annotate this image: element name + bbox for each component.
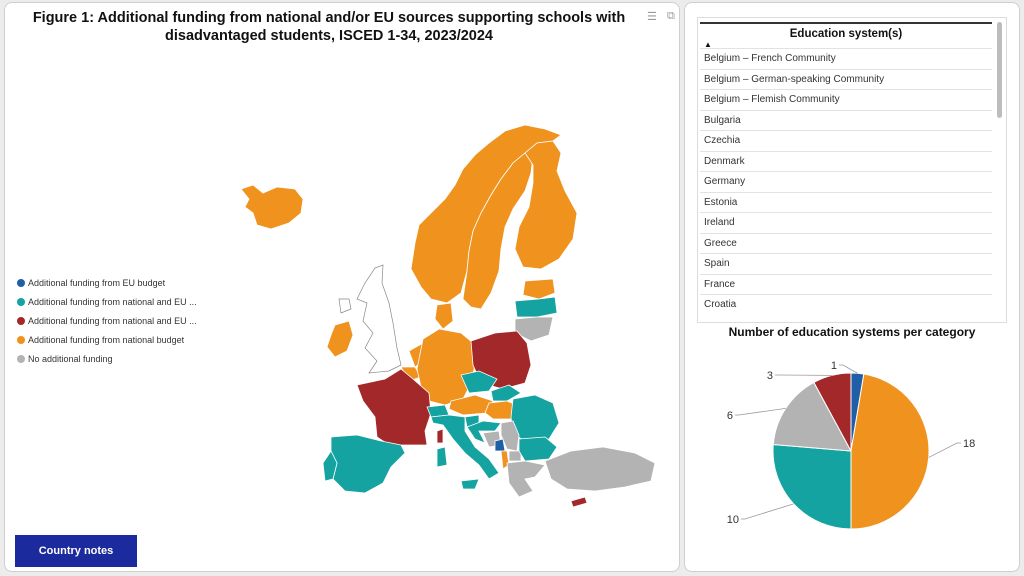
table-row[interactable]: Bulgaria <box>700 109 992 131</box>
map-slovakia[interactable] <box>490 384 522 402</box>
table-row[interactable]: Croatia <box>700 294 992 315</box>
pie-data-label: 3 <box>767 370 773 382</box>
legend-label: No additional funding <box>28 353 113 364</box>
map-turkey[interactable] <box>544 446 656 492</box>
table-header[interactable]: ▲ Education system(s) <box>700 22 992 49</box>
country-notes-button[interactable]: Country notes <box>15 535 137 567</box>
legend-swatch <box>17 297 25 306</box>
map-spain[interactable] <box>330 434 406 494</box>
map-legend: Additional funding from EU budget Additi… <box>17 273 197 368</box>
table-body: Belgium – French Community Belgium – Germ… <box>698 48 1006 315</box>
map-panel: Figure 1: Additional funding from nation… <box>4 2 680 572</box>
map-france[interactable] <box>356 368 432 446</box>
table-row[interactable]: Belgium – French Community <box>700 48 992 69</box>
education-systems-table[interactable]: ▲ Education system(s) Belgium – French C… <box>697 17 1007 323</box>
legend-item-national-budget[interactable]: Additional funding from national budget <box>17 330 197 349</box>
map-montenegro[interactable] <box>494 438 506 452</box>
sort-ascending-icon[interactable]: ▲ <box>704 40 712 49</box>
map-italy[interactable] <box>430 414 500 480</box>
table-row[interactable]: Estonia <box>700 191 992 213</box>
legend-item-national-eu-b[interactable]: Additional funding from national and EU … <box>17 311 197 330</box>
pie-data-label: 18 <box>963 438 975 450</box>
table-row[interactable]: Greece <box>700 232 992 254</box>
map-iceland[interactable] <box>240 184 304 230</box>
pie-leader-line <box>741 503 794 520</box>
legend-swatch <box>17 278 25 287</box>
map-sardinia[interactable] <box>436 446 448 468</box>
map-north-macedonia[interactable] <box>508 450 522 462</box>
pie-leader-line <box>735 407 786 416</box>
map-estonia[interactable] <box>522 278 556 300</box>
map-uk-outline-2 <box>338 298 352 314</box>
map-germany[interactable] <box>416 328 476 406</box>
table-row[interactable]: Ireland <box>700 212 992 233</box>
legend-item-eu-budget[interactable]: Additional funding from EU budget <box>17 273 197 292</box>
pie-slice[interactable] <box>772 381 852 452</box>
pie-data-label: 6 <box>727 410 733 422</box>
legend-swatch <box>17 335 25 344</box>
pie-data-label: 10 <box>727 514 739 526</box>
pie-slice[interactable] <box>850 373 930 530</box>
legend-label: Additional funding from national and EU … <box>28 315 197 326</box>
table-header-label: Education system(s) <box>789 28 903 40</box>
legend-item-no-funding[interactable]: No additional funding <box>17 349 197 368</box>
table-row[interactable]: Spain <box>700 253 992 274</box>
pie-chart: 1 18 10 6 3 <box>727 360 975 530</box>
map-ireland[interactable] <box>326 320 354 358</box>
legend-item-national-eu-a[interactable]: Additional funding from national and EU … <box>17 292 197 311</box>
legend-label: Additional funding from national and EU … <box>28 296 197 307</box>
map-denmark[interactable] <box>434 302 454 330</box>
side-panel: ▲ Education system(s) Belgium – French C… <box>684 2 1020 572</box>
map-uk-outline <box>356 264 402 374</box>
legend-label: Additional funding from national budget <box>28 334 185 345</box>
map-sicily[interactable] <box>460 478 480 490</box>
table-row[interactable]: Germany <box>700 171 992 192</box>
pie-leader-line <box>928 442 961 458</box>
filter-icon[interactable]: ☰ <box>647 11 657 23</box>
legend-swatch <box>17 354 25 363</box>
map-czechia[interactable] <box>460 370 498 394</box>
table-row[interactable]: Czechia <box>700 130 992 151</box>
figure-title: Figure 1: Additional funding from nation… <box>32 10 626 44</box>
map-sweden[interactable] <box>462 152 534 310</box>
map-croatia[interactable] <box>466 420 502 444</box>
map-cyprus[interactable] <box>570 496 588 508</box>
table-row[interactable]: France <box>700 273 992 295</box>
pie-title: Number of education systems per category <box>728 325 976 339</box>
expand-icon[interactable]: ⧉ <box>667 10 675 22</box>
legend-label: Additional funding from EU budget <box>28 277 166 288</box>
table-row[interactable]: Belgium – German-speaking Community <box>700 68 992 90</box>
europe-map <box>240 124 656 508</box>
pie-data-label: 1 <box>831 360 837 372</box>
map-bulgaria[interactable] <box>518 436 558 462</box>
pie-leader-line <box>839 364 858 374</box>
map-portugal[interactable] <box>322 450 338 482</box>
map-corsica[interactable] <box>436 428 444 444</box>
table-scrollbar[interactable] <box>997 22 1002 118</box>
pie-slice[interactable] <box>772 444 852 530</box>
table-row[interactable]: Belgium – Flemish Community <box>700 89 992 110</box>
map-greece[interactable] <box>506 460 546 498</box>
map-finland[interactable] <box>514 140 578 270</box>
legend-swatch <box>17 316 25 325</box>
table-row[interactable]: Denmark <box>700 150 992 172</box>
map-latvia[interactable] <box>514 296 558 318</box>
